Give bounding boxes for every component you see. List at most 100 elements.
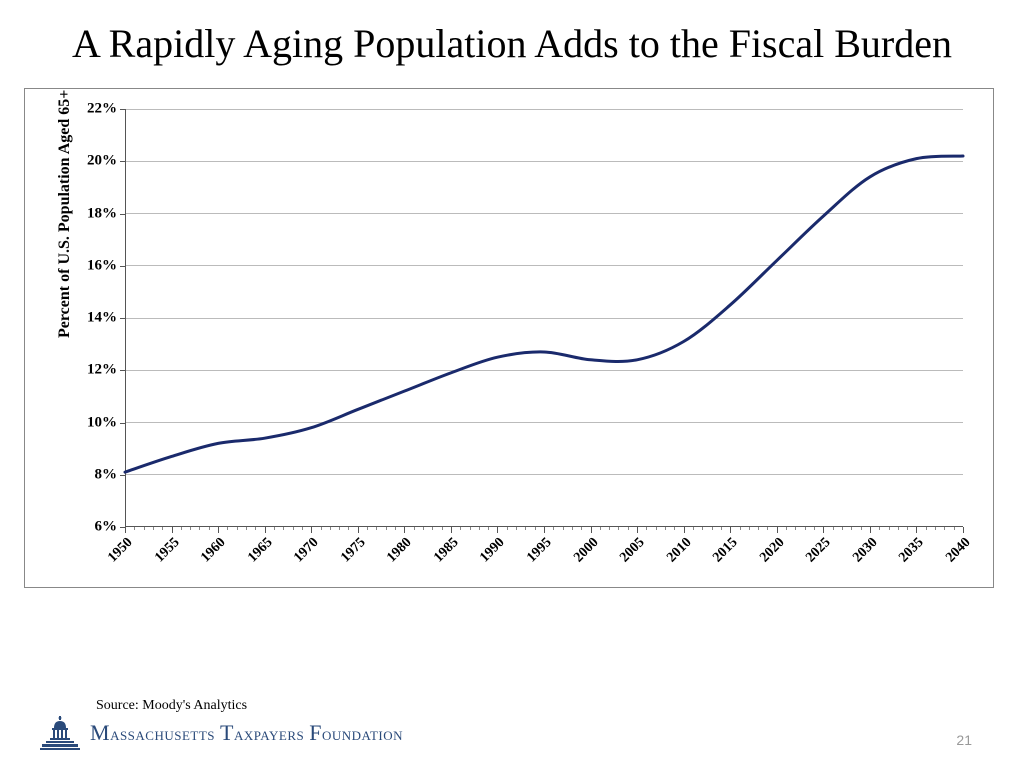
chart-container: Percent of U.S. Population Aged 65+ 6% 8%… <box>24 88 994 588</box>
x-tick-mark <box>311 527 312 533</box>
x-minor-tick <box>954 527 955 530</box>
y-axis-label: Percent of U.S. Population Aged 65+ <box>56 90 74 338</box>
x-minor-tick <box>674 527 675 530</box>
x-minor-tick <box>712 527 713 530</box>
data-line <box>125 156 963 472</box>
x-minor-tick <box>293 527 294 530</box>
x-tick-label: 2040 <box>943 535 974 566</box>
x-tick-mark <box>730 527 731 533</box>
x-minor-tick <box>814 527 815 530</box>
x-tick-label: 1975 <box>338 535 369 566</box>
y-tick-mark <box>120 161 125 162</box>
x-minor-tick <box>423 527 424 530</box>
y-tick-mark <box>120 214 125 215</box>
x-tick-mark <box>358 527 359 533</box>
y-tick-label: 8% <box>95 466 118 483</box>
x-tick-mark <box>637 527 638 533</box>
footer: Source: Moody's Analytics Massachusetts … <box>40 698 984 750</box>
y-tick-mark <box>120 475 125 476</box>
x-tick-label: 2015 <box>710 535 741 566</box>
org-name: Massachusetts Taxpayers Foundation <box>90 720 403 746</box>
x-tick-label: 2035 <box>897 535 928 566</box>
x-minor-tick <box>553 527 554 530</box>
x-tick-label: 1950 <box>105 535 136 566</box>
x-tick-mark <box>684 527 685 533</box>
x-tick-mark <box>870 527 871 533</box>
y-tick-label: 10% <box>87 414 117 431</box>
x-tick-label: 1955 <box>152 535 183 566</box>
x-minor-tick <box>386 527 387 530</box>
x-minor-tick <box>479 527 480 530</box>
x-minor-tick <box>833 527 834 530</box>
x-tick-label: 2000 <box>571 535 602 566</box>
x-minor-tick <box>861 527 862 530</box>
x-minor-tick <box>525 527 526 530</box>
x-tick-label: 1990 <box>478 535 509 566</box>
x-minor-tick <box>246 527 247 530</box>
x-minor-tick <box>656 527 657 530</box>
x-minor-tick <box>618 527 619 530</box>
x-tick-mark <box>404 527 405 533</box>
x-minor-tick <box>535 527 536 530</box>
x-minor-tick <box>153 527 154 530</box>
source-citation: Source: Moody's Analytics <box>96 698 984 714</box>
x-minor-tick <box>842 527 843 530</box>
x-minor-tick <box>442 527 443 530</box>
slide-title: A Rapidly Aging Population Adds to the F… <box>0 0 1024 78</box>
x-minor-tick <box>227 527 228 530</box>
org-branding: Massachusetts Taxpayers Foundation <box>40 716 984 750</box>
y-tick-mark <box>120 266 125 267</box>
x-tick-mark <box>172 527 173 533</box>
x-tick-mark <box>777 527 778 533</box>
x-tick-label: 1970 <box>291 535 322 566</box>
x-minor-tick <box>237 527 238 530</box>
x-minor-tick <box>274 527 275 530</box>
x-minor-tick <box>283 527 284 530</box>
x-minor-tick <box>749 527 750 530</box>
y-tick-label: 14% <box>87 310 117 327</box>
x-minor-tick <box>767 527 768 530</box>
y-tick-label: 12% <box>87 362 117 379</box>
x-minor-tick <box>199 527 200 530</box>
dome-icon <box>40 716 80 750</box>
y-tick-label: 16% <box>87 257 117 274</box>
x-tick-label: 2020 <box>757 535 788 566</box>
y-tick-label: 6% <box>95 519 118 536</box>
x-tick-mark <box>125 527 126 533</box>
x-tick-mark <box>218 527 219 533</box>
x-minor-tick <box>889 527 890 530</box>
x-tick-mark <box>963 527 964 533</box>
x-minor-tick <box>646 527 647 530</box>
x-tick-mark <box>451 527 452 533</box>
x-tick-label: 1980 <box>385 535 416 566</box>
x-tick-label: 2030 <box>850 535 881 566</box>
y-tick-mark <box>120 423 125 424</box>
x-minor-tick <box>935 527 936 530</box>
x-minor-tick <box>740 527 741 530</box>
x-tick-label: 2025 <box>804 535 835 566</box>
x-tick-mark <box>916 527 917 533</box>
y-tick-label: 22% <box>87 101 117 118</box>
x-minor-tick <box>134 527 135 530</box>
x-minor-tick <box>907 527 908 530</box>
x-minor-tick <box>926 527 927 530</box>
x-tick-label: 1960 <box>198 535 229 566</box>
x-minor-tick <box>786 527 787 530</box>
x-minor-tick <box>144 527 145 530</box>
y-tick-mark <box>120 318 125 319</box>
x-minor-tick <box>851 527 852 530</box>
x-minor-tick <box>339 527 340 530</box>
x-tick-mark <box>823 527 824 533</box>
x-minor-tick <box>348 527 349 530</box>
x-minor-tick <box>460 527 461 530</box>
line-chart-svg <box>125 109 963 527</box>
y-tick-label: 20% <box>87 153 117 170</box>
x-minor-tick <box>702 527 703 530</box>
x-minor-tick <box>209 527 210 530</box>
x-tick-mark <box>265 527 266 533</box>
x-tick-label: 2005 <box>617 535 648 566</box>
x-minor-tick <box>414 527 415 530</box>
x-tick-label: 1985 <box>431 535 462 566</box>
x-minor-tick <box>609 527 610 530</box>
x-minor-tick <box>507 527 508 530</box>
